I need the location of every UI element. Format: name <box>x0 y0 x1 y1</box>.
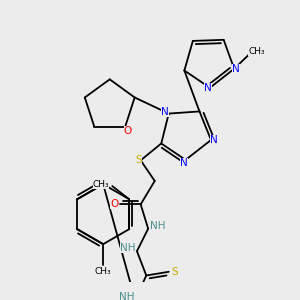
Text: O: O <box>124 125 132 136</box>
Text: CH₃: CH₃ <box>248 47 265 56</box>
Text: N: N <box>161 107 169 117</box>
Text: N: N <box>232 64 240 74</box>
Text: NH: NH <box>150 221 165 231</box>
Text: O: O <box>110 199 118 209</box>
Text: N: N <box>210 135 218 145</box>
Text: NH: NH <box>119 292 134 300</box>
Text: S: S <box>136 155 142 165</box>
Text: N: N <box>180 158 188 168</box>
Text: CH₃: CH₃ <box>93 180 110 189</box>
Text: N: N <box>204 83 212 93</box>
Text: CH₃: CH₃ <box>95 267 112 276</box>
Text: NH: NH <box>120 243 135 254</box>
Text: S: S <box>171 267 178 277</box>
